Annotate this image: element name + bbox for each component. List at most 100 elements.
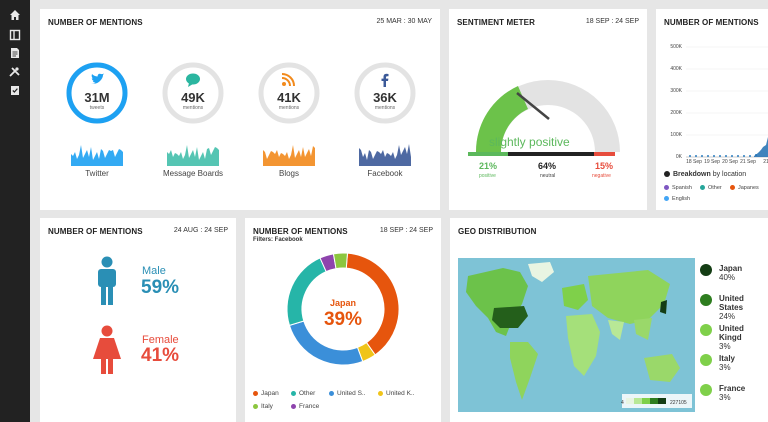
sentiment-verdict: slightly positive: [489, 135, 570, 149]
geo-country: Japan: [719, 264, 743, 273]
scale-max: 227105: [670, 400, 687, 406]
document-icon[interactable]: [9, 47, 21, 59]
date-range[interactable]: 18 SEP : 24 SEP: [585, 18, 639, 25]
source-sub: mentions: [182, 105, 204, 111]
date-range[interactable]: 18 SEP : 24 SEP: [379, 227, 433, 234]
x-tick-label: 19 Sep: [704, 159, 720, 165]
neutral-value: 64%: [538, 161, 557, 171]
source-ring[interactable]: 36K mentions: [353, 61, 417, 125]
geo-legend-item[interactable]: Italy 3%: [700, 354, 736, 372]
tools-icon[interactable]: [9, 66, 21, 78]
source-label[interactable]: Message Boards: [162, 169, 224, 178]
sparkline: [359, 144, 411, 166]
map-japan: [660, 300, 667, 314]
geo-legend-item[interactable]: United States 24%: [700, 294, 768, 321]
legend-item[interactable]: France: [291, 403, 319, 410]
sparkline: [263, 145, 315, 166]
clipboard-check-icon[interactable]: [9, 84, 21, 96]
legend-label: Japanes: [738, 185, 759, 191]
card-title: NUMBER OF MENTIONS: [48, 18, 143, 27]
legend-item[interactable]: Japan: [253, 390, 279, 397]
geo-share: 3%: [719, 393, 731, 402]
legend-label: France: [299, 403, 320, 410]
geo-share: 40%: [719, 273, 736, 282]
legend-dot: [730, 185, 735, 191]
geo-legend-item[interactable]: United Kingd 3%: [700, 324, 768, 351]
facebook-icon: [381, 73, 389, 87]
source-value: 41K: [277, 90, 301, 105]
line-chart: [686, 46, 768, 158]
neutral-label: neutral: [540, 173, 556, 179]
mentions-line-card: NUMBER OF MENTIONS 500K 400K 300K 200K 100K 0…: [656, 9, 768, 210]
sentiment-gauge: [468, 80, 620, 156]
legend-label: United S..: [337, 390, 366, 397]
geo-legend-swatch: [700, 354, 712, 366]
geo-legend-swatch: [700, 264, 712, 276]
date-range[interactable]: 24 AUG : 24 SEP: [173, 227, 228, 234]
geo-country: Italy: [719, 354, 736, 363]
positive-value: 21%: [479, 161, 498, 171]
legend-item[interactable]: Italy: [253, 403, 273, 410]
legend-item[interactable]: United K..: [378, 390, 415, 397]
card-title: NUMBER OF MENTIONS: [253, 227, 348, 236]
y-tick-label: 500K: [670, 44, 682, 50]
geo-legend-item[interactable]: France 3%: [700, 384, 745, 402]
sparkline: [167, 145, 219, 166]
card-title: NUMBER OF MENTIONS: [48, 227, 143, 236]
female-label: Female: [142, 334, 179, 346]
source-label[interactable]: Twitter: [85, 169, 109, 178]
donut-slice[interactable]: [332, 252, 349, 270]
legend-label: United K..: [386, 390, 415, 397]
source-ring[interactable]: 49K mentions: [161, 61, 225, 125]
legend-label: Other: [299, 390, 316, 397]
geo-card: GEO DISTRIBUTION 4 227105: [450, 218, 768, 422]
card-title: SENTIMENT METER: [457, 18, 535, 27]
x-tick-label: 21 Sep: [740, 159, 756, 165]
legend-dot: [253, 390, 258, 396]
gauge-needle: [516, 92, 550, 120]
geo-country: United States: [719, 294, 744, 312]
geo-legend-swatch: [700, 324, 712, 336]
source-label[interactable]: Facebook: [367, 169, 403, 178]
female-person-icon: [93, 325, 121, 374]
scale-min: 4: [621, 400, 624, 406]
source-value: 36K: [373, 90, 397, 105]
gender-card: NUMBER OF MENTIONS 24 AUG : 24 SEP Male …: [40, 218, 236, 422]
donut-chart: [286, 252, 400, 366]
sentiment-meter-card: SENTIMENT METER 18 SEP : 24 SEP slightly…: [449, 9, 647, 210]
world-map[interactable]: [458, 258, 695, 412]
legend-item[interactable]: United S..: [329, 390, 366, 397]
legend-dot: [700, 185, 705, 191]
source-ring[interactable]: 31M tweets: [65, 61, 129, 125]
filters-label: Filters: Facebook: [253, 237, 303, 243]
legend-label: English: [672, 196, 691, 202]
source-ring[interactable]: 41K mentions: [257, 61, 321, 125]
home-icon[interactable]: [9, 9, 21, 21]
legend-item[interactable]: Other: [700, 185, 722, 191]
breakdown-title: Breakdown by location: [664, 171, 746, 178]
positive-bar: [468, 152, 508, 156]
geo-legend-swatch: [700, 294, 712, 306]
date-range[interactable]: 25 MAR : 30 MAY: [376, 18, 432, 25]
legend-item[interactable]: Japanes: [730, 185, 759, 191]
donut-center-value: 39%: [323, 309, 363, 330]
female-value: 41%: [141, 345, 180, 366]
y-tick-label: 400K: [670, 66, 682, 72]
male-label: Male: [142, 265, 166, 277]
legend-item[interactable]: English: [664, 196, 690, 202]
source-value: 49K: [181, 90, 205, 105]
geo-legend-item[interactable]: Japan 40%: [700, 264, 743, 282]
geo-legend-swatch: [700, 384, 712, 396]
x-tick-label: 18 Sep: [686, 159, 702, 165]
geo-share: 3%: [719, 363, 731, 372]
legend-item[interactable]: Other: [291, 390, 315, 397]
rss-icon: [281, 73, 295, 87]
source-value: 31M: [84, 90, 110, 105]
layout-icon[interactable]: [9, 29, 21, 41]
source-label[interactable]: Blogs: [278, 169, 299, 178]
legend-dot: [664, 196, 669, 202]
legend-label: Other: [708, 185, 722, 191]
series-points: [689, 154, 757, 157]
legend-item[interactable]: Spanish: [664, 185, 692, 191]
chat-bubble-icon: [186, 73, 200, 87]
